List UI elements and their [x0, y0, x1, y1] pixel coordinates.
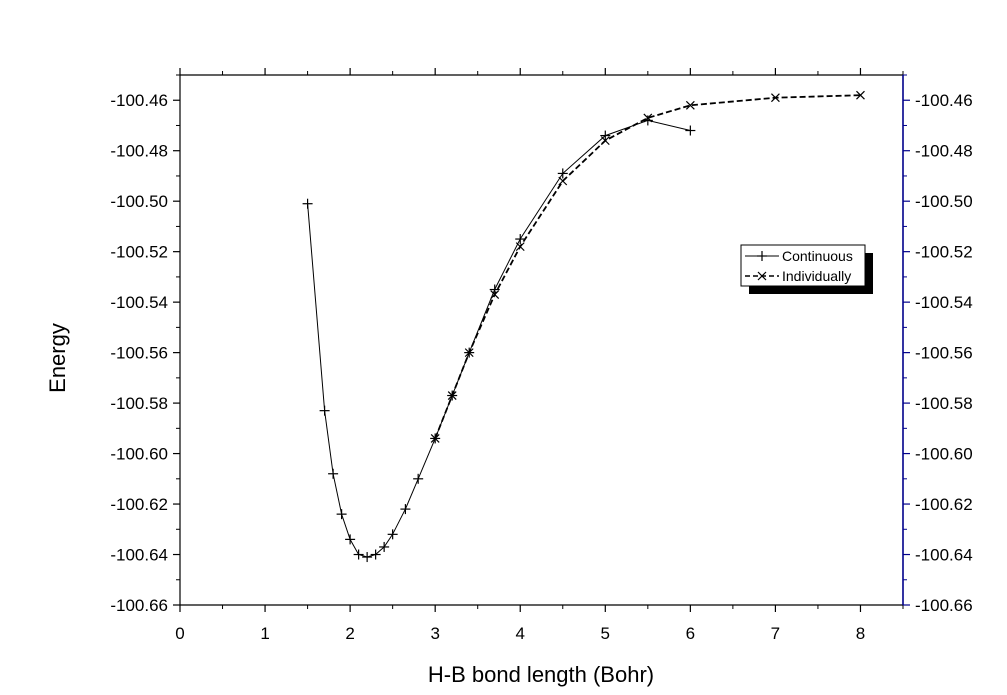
- legend-continuous-marker: [757, 251, 767, 261]
- y-left-tick-label: -100.66: [110, 596, 168, 615]
- data-point-continuous: [319, 405, 330, 416]
- y-axis-label: Energy: [45, 323, 70, 393]
- legend: Continuous Individually: [740, 244, 873, 294]
- y-left-tick-label: -100.64: [110, 546, 168, 565]
- y-left-tick-label: -100.52: [110, 243, 168, 262]
- series-layer: [302, 90, 865, 563]
- plot-frame: [179, 74, 904, 606]
- data-point-individually: [490, 290, 500, 299]
- y-left-tick-label: -100.50: [110, 192, 168, 211]
- data-point-individually: [643, 113, 653, 123]
- marker-d2: [490, 290, 500, 299]
- x-tick-label: 2: [345, 624, 354, 643]
- x-tick-label: 8: [856, 624, 865, 643]
- data-point-individually: [447, 391, 457, 400]
- data-point-continuous: [353, 549, 364, 560]
- legend-individually-marker: [757, 271, 767, 281]
- y-right-tick-label: -100.46: [915, 91, 973, 110]
- data-point-individually: [464, 348, 474, 358]
- y-left-tick-label: -100.54: [110, 293, 168, 312]
- y-right-tick-label: -100.58: [915, 394, 973, 413]
- marker-d2: [770, 93, 780, 103]
- data-point-continuous: [345, 534, 356, 545]
- x-tick-label: 1: [260, 624, 269, 643]
- data-point-continuous: [370, 549, 381, 560]
- marker-d2: [856, 90, 865, 100]
- y-right-tick-label: -100.48: [915, 142, 973, 161]
- legend-continuous-label: Continuous: [782, 248, 853, 264]
- x-tick-label: 5: [601, 624, 610, 643]
- y-left-tick-label: -100.62: [110, 495, 168, 514]
- series-line-continuous: [307, 119, 691, 558]
- y-left-tick-label: -100.48: [110, 142, 168, 161]
- x-tick-label: 3: [430, 624, 439, 643]
- data-point-continuous: [302, 198, 313, 209]
- data-point-continuous: [515, 234, 526, 245]
- y-right-tick-label: -100.50: [915, 192, 973, 211]
- y-right-tick-label: -100.54: [915, 293, 973, 312]
- data-point-individually: [856, 90, 865, 100]
- data-point-individually: [515, 242, 525, 252]
- data-point-continuous: [387, 529, 398, 540]
- y-right-tick-label: -100.62: [915, 495, 973, 514]
- data-point-continuous: [362, 552, 373, 563]
- marker-d2: [430, 434, 440, 443]
- y-right-tick-label: -100.56: [915, 344, 973, 363]
- marker-d2: [685, 100, 695, 110]
- marker-d2: [447, 391, 457, 400]
- marker-d2: [515, 242, 525, 252]
- data-point-continuous: [336, 509, 347, 520]
- y-left-tick-label: -100.56: [110, 344, 168, 363]
- x-tick-label: 7: [771, 624, 780, 643]
- axis-ticks: 0 1 2 3 4 5 6 7 8 -100.46 -100.46 -100.48 -100.48 -10…: [110, 68, 973, 643]
- x-axis-label: H-B bond length (Bohr): [428, 662, 654, 687]
- y-left-tick-label: -100.58: [110, 394, 168, 413]
- data-point-continuous: [328, 468, 339, 479]
- data-point-continuous: [600, 130, 611, 141]
- y-right-tick-label: -100.60: [915, 445, 973, 464]
- data-point-continuous: [557, 168, 568, 179]
- x-tick-label: 6: [686, 624, 695, 643]
- marker-d2: [464, 348, 474, 358]
- data-point-continuous: [379, 541, 390, 552]
- x-tick-label: 4: [516, 624, 525, 643]
- legend-individually-label: Individually: [782, 268, 851, 284]
- marker-d2: [600, 136, 610, 146]
- series-continuous: [302, 115, 696, 563]
- data-point-individually: [430, 434, 440, 443]
- x-tick-label: 0: [175, 624, 184, 643]
- data-point-continuous: [413, 473, 424, 484]
- y-left-tick-label: -100.46: [110, 91, 168, 110]
- y-left-tick-label: -100.60: [110, 445, 168, 464]
- y-right-tick-label: -100.64: [915, 546, 973, 565]
- data-point-individually: [685, 100, 695, 110]
- marker-d2: [643, 113, 653, 123]
- y-right-tick-label: -100.52: [915, 243, 973, 262]
- data-point-individually: [558, 176, 568, 186]
- series-individually: [430, 90, 865, 443]
- marker-d2: [558, 176, 568, 186]
- data-point-continuous: [400, 504, 411, 515]
- data-point-continuous: [685, 125, 696, 136]
- data-point-individually: [770, 93, 780, 103]
- data-point-individually: [600, 136, 610, 146]
- y-right-tick-label: -100.66: [915, 596, 973, 615]
